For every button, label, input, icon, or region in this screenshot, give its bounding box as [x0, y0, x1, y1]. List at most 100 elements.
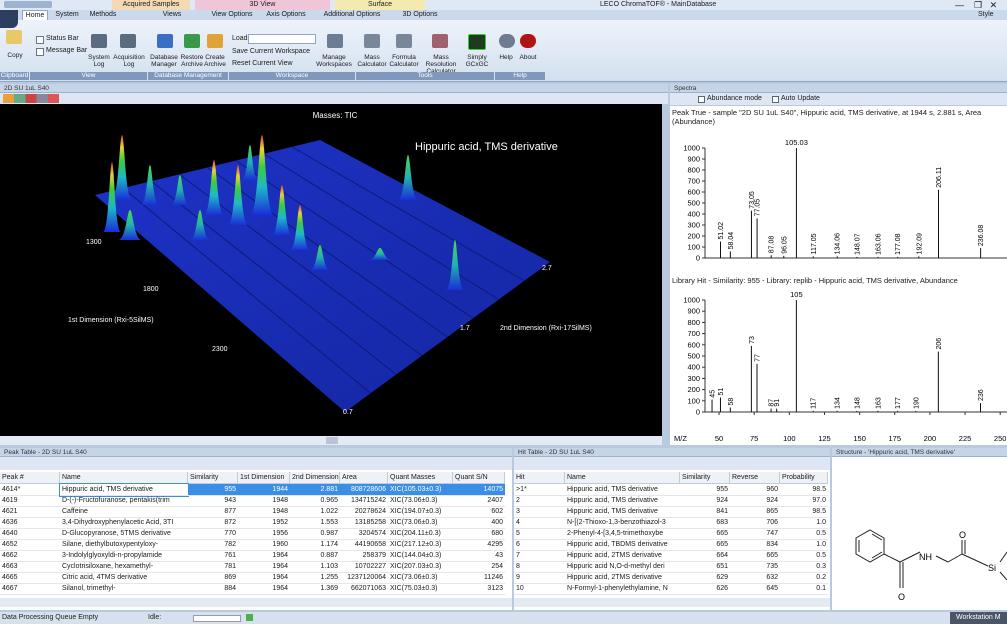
- table-cell[interactable]: 3123: [453, 583, 505, 595]
- table-cell[interactable]: Caffeine: [60, 506, 188, 518]
- auto-update-toggle[interactable]: Auto Update: [781, 95, 820, 102]
- table-cell[interactable]: 4665: [0, 572, 60, 584]
- table-cell[interactable]: 834: [730, 539, 780, 551]
- table-cell[interactable]: 43: [453, 550, 505, 562]
- column-header[interactable]: Quant S/N: [453, 472, 505, 484]
- table-cell[interactable]: Cyclotrisiloxane, hexamethyl-: [60, 561, 188, 573]
- table-cell[interactable]: 134715242: [340, 495, 388, 507]
- table-cell[interactable]: 1237120064: [340, 572, 388, 584]
- ribbon-tab[interactable]: Views: [162, 11, 182, 18]
- scroll-thumb[interactable]: [326, 437, 338, 444]
- table-cell[interactable]: XIC(194.07±0.3): [388, 506, 453, 518]
- table-cell[interactable]: 0.1: [780, 583, 828, 595]
- table-cell[interactable]: Hippuric acid N,O-d-methyl deri: [565, 561, 680, 573]
- table-cell[interactable]: 629: [680, 572, 730, 584]
- about-button[interactable]: About: [519, 54, 537, 61]
- column-header[interactable]: Name: [565, 472, 680, 484]
- table-cell[interactable]: 865: [730, 506, 780, 518]
- table-cell[interactable]: 11246: [453, 572, 505, 584]
- table-cell[interactable]: 97.0: [780, 495, 828, 507]
- table-cell[interactable]: 0.5: [780, 528, 828, 540]
- reset-view-button[interactable]: Reset Current View: [232, 60, 293, 67]
- table-cell[interactable]: 1.553: [290, 517, 340, 529]
- save-workspace-button[interactable]: Save Current Workspace: [232, 48, 311, 55]
- table-cell[interactable]: 4621: [0, 506, 60, 518]
- table-cell[interactable]: 3-Indolylglyoxyldi-n-propylamide: [60, 550, 188, 562]
- table-cell[interactable]: 632: [730, 572, 780, 584]
- create-archive-button[interactable]: Create Archive: [204, 54, 226, 68]
- column-header[interactable]: Similarity: [188, 472, 238, 484]
- table-cell[interactable]: 0.5: [780, 550, 828, 562]
- table-cell[interactable]: 9: [514, 572, 565, 584]
- ribbon-tab[interactable]: System: [55, 11, 79, 18]
- ribbon-tab[interactable]: Methods: [89, 11, 117, 18]
- message-bar-toggle[interactable]: Message Bar: [46, 47, 88, 54]
- table-cell[interactable]: 4640: [0, 528, 60, 540]
- column-header[interactable]: Probability: [780, 472, 828, 484]
- table-cell[interactable]: 98.5: [780, 484, 828, 496]
- table-cell[interactable]: 13185258: [340, 517, 388, 529]
- table-cell[interactable]: 665: [680, 528, 730, 540]
- table-cell[interactable]: 0.965: [290, 495, 340, 507]
- ribbon-tab[interactable]: Axis Options: [266, 11, 306, 18]
- table-cell[interactable]: 1948: [238, 506, 290, 518]
- help-button[interactable]: Help: [499, 54, 513, 61]
- restore-archive-button[interactable]: Restore Archive: [180, 54, 204, 68]
- mass-calculator-button[interactable]: Mass Calculator: [357, 54, 387, 68]
- table-cell[interactable]: XIC(73.06±0.3): [388, 517, 453, 529]
- table-cell[interactable]: XIC(73.06±0.3): [388, 572, 453, 584]
- table-cell[interactable]: 665: [680, 539, 730, 551]
- table-cell[interactable]: Silane, diethylbutoxypentyloxy-: [60, 539, 188, 551]
- column-header[interactable]: Area: [340, 472, 388, 484]
- table-cell[interactable]: XIC(217.12±0.3): [388, 539, 453, 551]
- table-cell[interactable]: 14075: [453, 484, 505, 496]
- table-cell[interactable]: 7: [514, 550, 565, 562]
- table-cell[interactable]: 2: [514, 495, 565, 507]
- table-cell[interactable]: 955: [188, 484, 238, 496]
- table-cell[interactable]: 1.0: [780, 539, 828, 551]
- table-cell[interactable]: 0.987: [290, 528, 340, 540]
- table-cell[interactable]: 770: [188, 528, 238, 540]
- table-cell[interactable]: 1.0: [780, 517, 828, 529]
- table-cell[interactable]: XIC(75.03±0.3): [388, 583, 453, 595]
- table-cell[interactable]: N-Formyl-1-phenylethylamine, N: [565, 583, 680, 595]
- table-cell[interactable]: Hippuric acid, TMS derivative: [565, 484, 680, 496]
- table-cell[interactable]: 4667: [0, 583, 60, 595]
- table-cell[interactable]: 869: [188, 572, 238, 584]
- table-cell[interactable]: 1.255: [290, 572, 340, 584]
- window-controls[interactable]: — ❐ ✕: [955, 0, 998, 10]
- table-cell[interactable]: 602: [453, 506, 505, 518]
- table-cell[interactable]: 3204574: [340, 528, 388, 540]
- ribbon-tab[interactable]: 3D Options: [402, 11, 438, 18]
- table-cell[interactable]: 4652: [0, 539, 60, 551]
- table-cell[interactable]: XIC(73.06±0.3): [388, 495, 453, 507]
- resolution-calculator-button[interactable]: Mass Resolution Calculator: [425, 54, 457, 75]
- status-bar-toggle[interactable]: Status Bar: [46, 35, 79, 42]
- table-cell[interactable]: 4614*: [0, 484, 60, 496]
- acquisition-log-button[interactable]: Acquisition Log: [113, 54, 145, 68]
- table-cell[interactable]: 1.022: [290, 506, 340, 518]
- table-cell[interactable]: 924: [730, 495, 780, 507]
- table-cell[interactable]: 747: [730, 528, 780, 540]
- column-header[interactable]: Similarity: [680, 472, 730, 484]
- app-button[interactable]: [0, 10, 18, 28]
- table-cell[interactable]: 1960: [238, 539, 290, 551]
- table-cell[interactable]: XIC(204.11±0.3): [388, 528, 453, 540]
- table-cell[interactable]: 0.3: [780, 561, 828, 573]
- database-manager-button[interactable]: Database Manager: [150, 54, 178, 68]
- toolbar-icons[interactable]: [3, 94, 59, 103]
- table-cell[interactable]: 5: [514, 528, 565, 540]
- checkbox[interactable]: [698, 96, 705, 103]
- table-cell[interactable]: 1.103: [290, 561, 340, 573]
- ribbon-tab[interactable]: Additional Options: [323, 11, 381, 18]
- table-cell[interactable]: 665: [730, 550, 780, 562]
- table-cell[interactable]: 1964: [238, 583, 290, 595]
- column-header[interactable]: 2nd Dimension: [290, 472, 340, 484]
- table-cell[interactable]: 735: [730, 561, 780, 573]
- checkbox[interactable]: [36, 36, 44, 44]
- table-cell[interactable]: 808728606: [340, 484, 388, 496]
- manage-workspaces-button[interactable]: Manage Workspaces: [316, 54, 352, 68]
- checkbox[interactable]: [36, 48, 44, 56]
- column-header[interactable]: Reverse: [730, 472, 780, 484]
- table-cell[interactable]: Hippuric acid, 2TMS derivative: [565, 572, 680, 584]
